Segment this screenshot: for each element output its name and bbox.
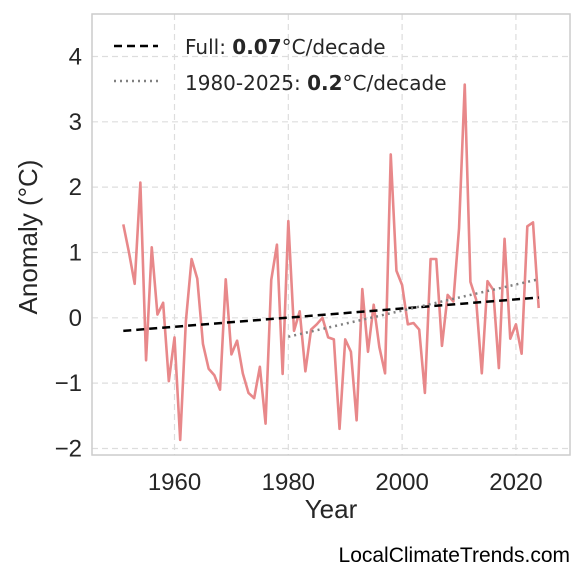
y-tick-label: −2 — [55, 435, 82, 462]
series-layer — [122, 83, 540, 442]
y-tick-label: −1 — [55, 370, 82, 397]
x-axis-title: Year — [305, 494, 358, 524]
x-tick-label: 1960 — [148, 469, 201, 496]
x-tick-label: 2000 — [375, 469, 428, 496]
y-tick-label: 0 — [69, 305, 82, 332]
y-tick-label: 2 — [69, 174, 82, 201]
legend-recent-suffix: °C/decade — [343, 71, 447, 95]
anomaly-series-line — [122, 83, 540, 442]
y-tick-label: 4 — [69, 43, 82, 70]
x-axis-ticks: 1960 1980 2000 2020 — [148, 469, 543, 496]
legend-recent-label: 1980-2025: 0.2°C/decade — [185, 71, 447, 95]
legend-recent-value: 0.2 — [307, 71, 342, 95]
legend-full-suffix: °C/decade — [282, 35, 386, 59]
y-axis-ticks: −2 −1 0 1 2 3 4 — [55, 43, 82, 462]
recent-trend-line — [288, 278, 539, 338]
watermark: LocalClimateTrends.com — [338, 544, 570, 567]
y-axis-title: Anomaly (°C) — [13, 160, 43, 315]
legend-recent-prefix: 1980-2025: — [185, 71, 307, 95]
legend: Full: 0.07°C/decade 1980-2025: 0.2°C/dec… — [114, 35, 447, 95]
x-tick-label: 2020 — [489, 469, 542, 496]
y-tick-label: 1 — [69, 239, 82, 266]
plot-frame — [91, 13, 571, 456]
x-tick-label: 1980 — [262, 469, 315, 496]
legend-full-label: Full: 0.07°C/decade — [185, 35, 386, 59]
full-trend-line — [123, 296, 539, 333]
legend-full-value: 0.07 — [232, 35, 281, 59]
y-tick-label: 3 — [69, 109, 82, 136]
legend-full-prefix: Full: — [185, 35, 232, 59]
